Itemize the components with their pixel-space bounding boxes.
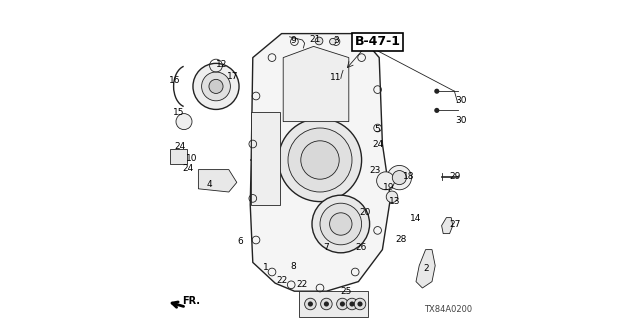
- Circle shape: [392, 171, 406, 185]
- Text: 7: 7: [323, 244, 329, 252]
- Text: 5: 5: [375, 125, 380, 134]
- Circle shape: [435, 108, 440, 113]
- Text: FR.: FR.: [182, 296, 200, 307]
- Polygon shape: [198, 170, 237, 192]
- Circle shape: [340, 301, 345, 307]
- Circle shape: [320, 203, 362, 245]
- Polygon shape: [416, 250, 435, 288]
- Circle shape: [202, 72, 230, 101]
- Text: 30: 30: [455, 116, 467, 125]
- Text: 30: 30: [455, 96, 467, 105]
- Circle shape: [355, 298, 366, 310]
- Circle shape: [209, 79, 223, 93]
- Circle shape: [305, 298, 316, 310]
- Circle shape: [176, 114, 192, 130]
- Text: 9: 9: [290, 36, 296, 44]
- Text: 3: 3: [334, 36, 339, 45]
- Circle shape: [349, 301, 355, 307]
- Circle shape: [301, 141, 339, 179]
- Text: 23: 23: [369, 166, 381, 175]
- Text: 25: 25: [340, 287, 351, 296]
- Text: 14: 14: [410, 214, 421, 223]
- Text: 13: 13: [389, 197, 400, 206]
- Text: 10: 10: [186, 154, 197, 163]
- Text: 20: 20: [360, 208, 371, 217]
- Circle shape: [315, 37, 323, 45]
- Circle shape: [435, 89, 440, 94]
- Text: 15: 15: [173, 108, 185, 117]
- Polygon shape: [251, 112, 280, 205]
- Circle shape: [278, 118, 362, 202]
- Circle shape: [193, 63, 239, 109]
- Text: 16: 16: [170, 76, 180, 85]
- Circle shape: [387, 165, 412, 190]
- Text: 2: 2: [424, 264, 429, 273]
- Text: 29: 29: [449, 172, 461, 181]
- Circle shape: [377, 172, 394, 190]
- Text: 6: 6: [237, 237, 243, 246]
- Text: 24: 24: [175, 142, 186, 151]
- Circle shape: [321, 298, 332, 310]
- Circle shape: [288, 128, 352, 192]
- Text: 21: 21: [309, 35, 321, 44]
- Circle shape: [387, 191, 398, 203]
- Circle shape: [324, 301, 329, 307]
- Text: 4: 4: [207, 180, 212, 189]
- Circle shape: [346, 298, 358, 310]
- Text: 8: 8: [291, 262, 296, 271]
- Text: 18: 18: [403, 172, 415, 181]
- FancyBboxPatch shape: [170, 149, 187, 164]
- Text: TX84A0200: TX84A0200: [424, 305, 472, 314]
- Text: 22: 22: [276, 276, 287, 285]
- Text: 12: 12: [216, 60, 227, 69]
- Text: 19: 19: [383, 183, 394, 192]
- Circle shape: [330, 38, 336, 45]
- Circle shape: [337, 298, 348, 310]
- Polygon shape: [283, 46, 349, 122]
- Text: 26: 26: [355, 244, 366, 252]
- Text: B-47-1: B-47-1: [355, 35, 401, 48]
- Circle shape: [357, 301, 362, 307]
- Text: 11: 11: [330, 73, 341, 82]
- Polygon shape: [250, 34, 390, 291]
- Text: 17: 17: [227, 72, 239, 81]
- Circle shape: [312, 195, 370, 253]
- Polygon shape: [442, 218, 453, 234]
- Circle shape: [330, 213, 352, 235]
- Text: 28: 28: [396, 235, 407, 244]
- Text: 1: 1: [264, 263, 269, 272]
- Text: 27: 27: [449, 220, 461, 229]
- Text: 22: 22: [296, 280, 307, 289]
- Text: 24: 24: [372, 140, 383, 149]
- Circle shape: [308, 301, 313, 307]
- Polygon shape: [300, 291, 368, 317]
- Text: 24: 24: [182, 164, 193, 173]
